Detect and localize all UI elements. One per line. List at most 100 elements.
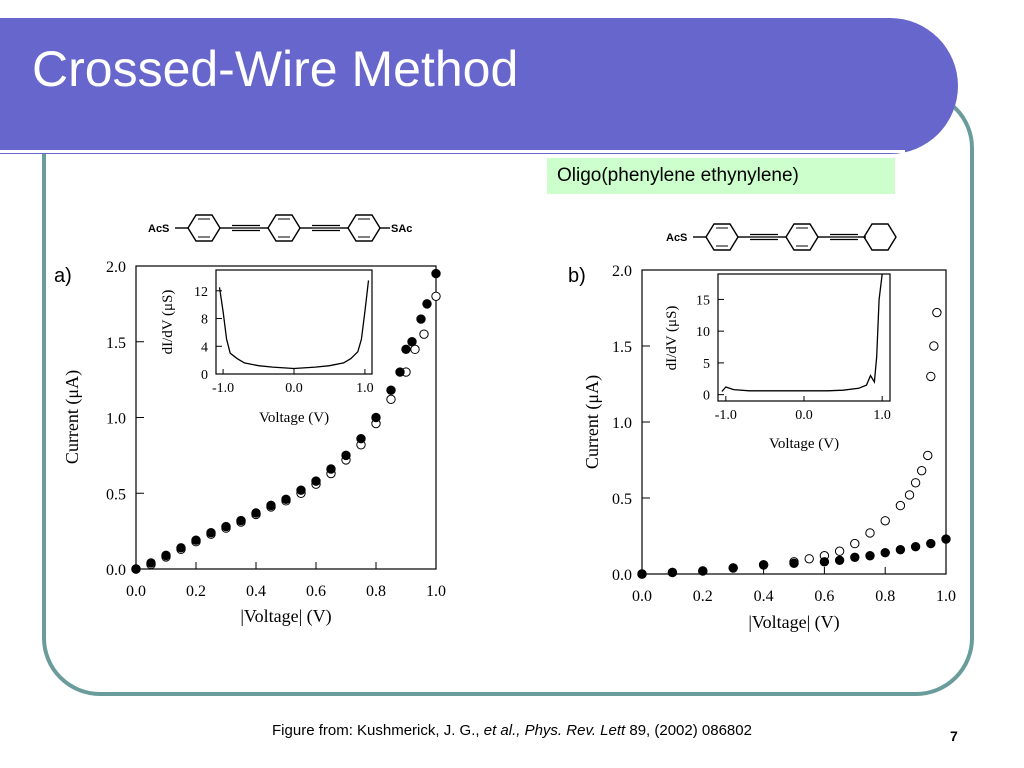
chart-a-x-tick-label: 1.0 — [426, 583, 446, 600]
chart-b: b) 0.0 0.2 0.4 0.6 0.8 1.0 0.0 0.5 1.0 1… — [568, 263, 956, 633]
data-point-filled — [221, 521, 231, 532]
data-point-filled — [401, 344, 411, 355]
chart-b-y-tick-label: 1.0 — [612, 415, 632, 432]
chart-b-x-tick-label: 0.2 — [693, 588, 713, 605]
data-point-open — [850, 538, 860, 549]
chart-b-inset-y-tick-label: 5 — [703, 357, 710, 372]
chart-b-inset-y-tick-label: 10 — [696, 325, 710, 340]
chart-b-inset-y-tick-labels: 0 5 10 15 — [696, 293, 710, 403]
data-point-filled — [819, 557, 830, 567]
molecule-label-box: Oligo(phenylene ethynylene) — [547, 158, 895, 194]
molecule-a-right-group: SAc — [391, 223, 412, 235]
chart-a-x-tick-label: 0.6 — [306, 583, 326, 600]
data-point-filled — [161, 550, 171, 561]
chart-a-inset-x-label: Voltage (V) — [259, 410, 329, 426]
data-point-filled — [236, 515, 246, 526]
chart-a-inset-x-tick-label: -1.0 — [212, 381, 234, 396]
chart-b-x-tick-label: 0.0 — [632, 588, 652, 605]
data-point-open — [929, 341, 939, 351]
chart-b-panel-label: b) — [568, 265, 586, 287]
chart-b-y-tick-label: 1.5 — [612, 339, 632, 356]
data-point-open — [932, 307, 942, 318]
chart-a-y-tick-label: 0.5 — [106, 486, 126, 503]
figure-caption: Figure from: Kushmerick, J. G., et al., … — [0, 722, 1024, 739]
data-point-filled — [789, 558, 799, 569]
data-point-filled — [395, 367, 405, 377]
chart-a-inset-line — [218, 280, 370, 370]
data-point-filled — [296, 485, 306, 495]
chart-b-x-axis-label: |Voltage| (V) — [748, 612, 839, 633]
chart-b-y-tick-label: 0.0 — [612, 567, 632, 584]
data-point-filled — [758, 560, 769, 570]
data-point-filled — [941, 534, 951, 544]
chart-b-inset-x-tick-label: -1.0 — [715, 408, 737, 423]
caption-prefix: Figure from: Kushmerick, J. G., — [272, 722, 484, 739]
data-point-open — [904, 490, 915, 500]
molecule-structure-b: AcS — [666, 223, 897, 251]
chart-a-inset-y-label: dI/dV (μS) — [160, 290, 176, 355]
chart-a-inset-x-tick-label: 1.0 — [356, 381, 374, 396]
data-point-filled — [637, 569, 647, 579]
data-point-filled — [880, 548, 890, 558]
chart-b-y-tick-label: 0.5 — [612, 491, 632, 508]
page-number: 7 — [950, 728, 958, 744]
chart-a-inset-y-tick-label: 0 — [201, 368, 208, 383]
chart-b-x-tick-label: 1.0 — [936, 588, 956, 605]
data-point-open — [386, 394, 396, 405]
chart-b-y-axis-label: Current (μA) — [582, 375, 603, 469]
data-point-open — [926, 371, 936, 382]
data-point-open — [910, 478, 921, 488]
chart-a-y-tick-labels: 0.0 0.5 1.0 1.5 2.0 — [106, 259, 126, 579]
data-point-filled — [422, 299, 432, 309]
data-point-filled — [356, 434, 366, 444]
data-point-open — [916, 465, 927, 476]
chart-a-y-axis-label: Current (μA) — [62, 370, 83, 464]
data-point-open — [880, 516, 890, 526]
data-point-filled — [371, 412, 381, 423]
data-point-open — [834, 546, 845, 556]
data-point-open — [431, 291, 441, 301]
chart-a-inset-x-tick-label: 0.0 — [285, 381, 303, 396]
chart-a-y-tick-label: 1.5 — [106, 335, 126, 352]
chart-b-points — [637, 307, 951, 579]
title-bar — [0, 18, 958, 154]
data-point-filled — [176, 543, 186, 553]
data-point-filled — [834, 555, 845, 566]
chart-b-x-tick-label: 0.8 — [875, 588, 895, 605]
data-point-filled — [850, 552, 860, 562]
data-point-open — [865, 528, 875, 538]
slide-title: Crossed-Wire Method — [32, 41, 519, 97]
data-point-filled — [698, 566, 708, 576]
chart-a-x-tick-label: 0.0 — [126, 583, 146, 600]
data-point-filled — [728, 563, 738, 573]
caption-italic: et al., Phys. Rev. Lett — [483, 722, 626, 739]
chart-a-x-tick-label: 0.4 — [246, 583, 266, 600]
data-point-filled — [895, 544, 906, 555]
data-point-filled — [667, 567, 678, 578]
chart-a-inset-x-tick-labels: -1.0 0.0 1.0 — [212, 381, 374, 396]
chart-b-inset-x-tick-label: 1.0 — [873, 408, 891, 423]
chart-b-y-tick-label: 2.0 — [612, 263, 632, 280]
data-point-filled — [326, 464, 336, 474]
chart-a-x-tick-label: 0.2 — [186, 583, 206, 600]
data-point-filled — [251, 508, 261, 518]
title-rule — [0, 150, 905, 153]
data-point-filled — [416, 314, 426, 324]
data-point-open — [804, 554, 814, 564]
chart-b-inset: -1.0 0.0 1.0 0 5 10 15 Voltage (V) dI/dV… — [664, 273, 891, 452]
chart-b-inset-y-tick-label: 15 — [696, 293, 710, 308]
chart-b-inset-x-tick-labels: -1.0 0.0 1.0 — [715, 408, 891, 423]
data-point-filled — [431, 268, 441, 279]
data-point-open — [923, 450, 933, 461]
chart-b-y-tick-labels: 0.0 0.5 1.0 1.5 2.0 — [612, 263, 632, 584]
chart-a-x-tick-label: 0.8 — [366, 583, 386, 600]
data-point-open — [419, 329, 429, 339]
chart-b-inset-line — [721, 273, 883, 392]
data-point-filled — [191, 535, 201, 545]
chart-b-x-tick-label: 0.6 — [814, 588, 834, 605]
chart-a-y-tick-label: 2.0 — [106, 259, 126, 276]
data-point-filled — [311, 476, 321, 486]
chart-b-inset-ticks — [718, 298, 883, 401]
chart-b-inset-x-label: Voltage (V) — [769, 436, 839, 452]
chart-a-x-tick-labels: 0.0 0.2 0.4 0.6 0.8 1.0 — [126, 583, 446, 600]
